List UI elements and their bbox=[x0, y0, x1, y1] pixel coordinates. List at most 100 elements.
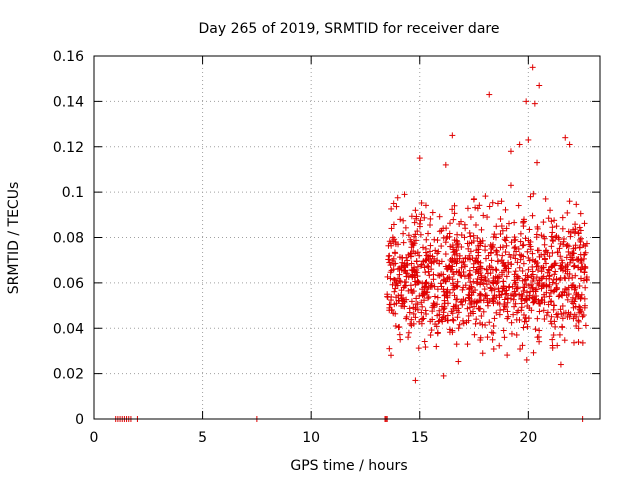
data-point bbox=[518, 304, 525, 311]
data-point bbox=[557, 306, 564, 313]
data-point bbox=[581, 220, 588, 227]
data-point bbox=[420, 244, 427, 251]
data-point bbox=[428, 260, 435, 267]
y-tick-label: 0.06 bbox=[53, 276, 84, 292]
data-point bbox=[567, 311, 574, 318]
data-point bbox=[503, 242, 510, 249]
data-point bbox=[503, 234, 510, 241]
data-point bbox=[576, 237, 583, 244]
data-point bbox=[556, 292, 563, 299]
data-point bbox=[411, 219, 418, 226]
data-point bbox=[534, 280, 541, 287]
data-point bbox=[548, 218, 555, 225]
data-point bbox=[434, 257, 441, 264]
data-point bbox=[497, 244, 504, 251]
data-point bbox=[412, 314, 419, 321]
data-point bbox=[448, 258, 455, 265]
data-point bbox=[410, 288, 417, 295]
data-point bbox=[407, 282, 414, 289]
data-point bbox=[529, 64, 536, 71]
data-point bbox=[576, 244, 583, 251]
data-point bbox=[478, 226, 485, 233]
data-point bbox=[479, 350, 486, 357]
data-point bbox=[497, 215, 504, 222]
data-point bbox=[408, 260, 415, 267]
data-point bbox=[413, 213, 420, 220]
data-point bbox=[529, 271, 536, 278]
data-point bbox=[434, 312, 441, 319]
data-point bbox=[488, 329, 495, 336]
data-point bbox=[561, 337, 568, 344]
data-point bbox=[523, 356, 530, 363]
data-point bbox=[553, 223, 560, 230]
x-tick-label: 0 bbox=[90, 430, 99, 446]
data-point bbox=[560, 310, 567, 317]
data-point bbox=[514, 273, 521, 280]
data-point bbox=[422, 245, 429, 252]
data-point bbox=[504, 308, 511, 315]
axes: 0 0.02 0.04 0.06 0.08 0.1 0.12 0.14 0.16 0 5 10 15 20 bbox=[53, 49, 600, 446]
data-point bbox=[484, 295, 491, 302]
data-point bbox=[507, 148, 514, 155]
data-point bbox=[442, 251, 449, 258]
data-point bbox=[474, 205, 481, 212]
data-point bbox=[417, 231, 424, 238]
data-point bbox=[511, 288, 518, 295]
data-point bbox=[470, 232, 477, 239]
data-point bbox=[427, 215, 434, 222]
data-point bbox=[544, 309, 551, 316]
data-point bbox=[388, 352, 395, 359]
data-point bbox=[424, 285, 431, 292]
data-point bbox=[504, 315, 511, 322]
y-tick-label: 0.02 bbox=[53, 367, 84, 383]
data-point bbox=[438, 243, 445, 250]
data-point bbox=[521, 284, 528, 291]
data-point bbox=[466, 295, 473, 302]
data-point bbox=[433, 343, 440, 350]
grid-lines bbox=[94, 56, 600, 419]
data-point bbox=[391, 277, 398, 284]
data-point bbox=[403, 296, 410, 303]
data-point bbox=[504, 299, 511, 306]
data-point bbox=[538, 268, 545, 275]
data-point bbox=[476, 290, 483, 297]
data-point bbox=[512, 300, 519, 307]
data-point bbox=[490, 345, 497, 352]
data-point bbox=[550, 276, 557, 283]
data-point bbox=[538, 275, 545, 282]
data-point bbox=[549, 224, 556, 231]
data-point bbox=[464, 305, 471, 312]
data-point bbox=[501, 287, 508, 294]
data-point bbox=[467, 233, 474, 240]
data-point bbox=[429, 209, 436, 216]
data-point bbox=[391, 288, 398, 295]
data-point bbox=[522, 235, 529, 242]
data-point bbox=[431, 293, 438, 300]
data-point bbox=[432, 247, 439, 254]
data-point bbox=[486, 319, 493, 326]
data-point bbox=[520, 219, 527, 226]
data-point bbox=[389, 281, 396, 288]
data-point bbox=[481, 286, 488, 293]
data-point bbox=[387, 240, 394, 247]
data-point bbox=[396, 271, 403, 278]
data-point bbox=[390, 310, 397, 317]
data-point bbox=[536, 338, 543, 345]
data-point bbox=[536, 300, 543, 307]
data-point bbox=[399, 259, 406, 266]
data-point bbox=[395, 324, 402, 331]
data-point bbox=[529, 212, 536, 219]
data-point bbox=[449, 329, 456, 336]
y-tick-label: 0.04 bbox=[53, 321, 84, 337]
data-point bbox=[502, 237, 509, 244]
data-point bbox=[406, 309, 413, 316]
data-point bbox=[427, 242, 434, 249]
data-point bbox=[472, 287, 479, 294]
data-point bbox=[418, 262, 425, 269]
data-point bbox=[536, 82, 543, 89]
data-point bbox=[527, 238, 534, 245]
data-point bbox=[575, 318, 582, 325]
data-point bbox=[553, 286, 560, 293]
data-point bbox=[572, 244, 579, 251]
data-point bbox=[529, 284, 536, 291]
